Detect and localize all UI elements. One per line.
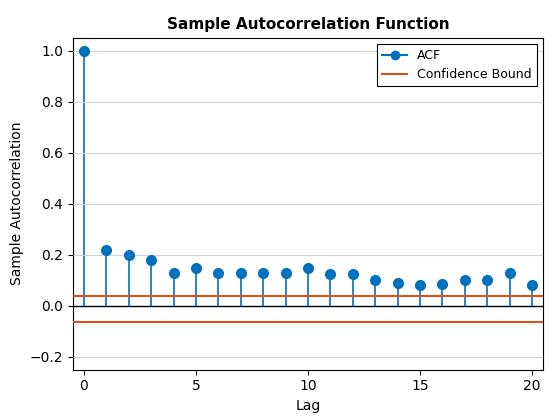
Title: Sample Autocorrelation Function: Sample Autocorrelation Function bbox=[167, 18, 449, 32]
X-axis label: Lag: Lag bbox=[295, 399, 321, 413]
Y-axis label: Sample Autocorrelation: Sample Autocorrelation bbox=[10, 122, 24, 286]
Legend: ACF, Confidence Bound: ACF, Confidence Bound bbox=[377, 44, 537, 86]
